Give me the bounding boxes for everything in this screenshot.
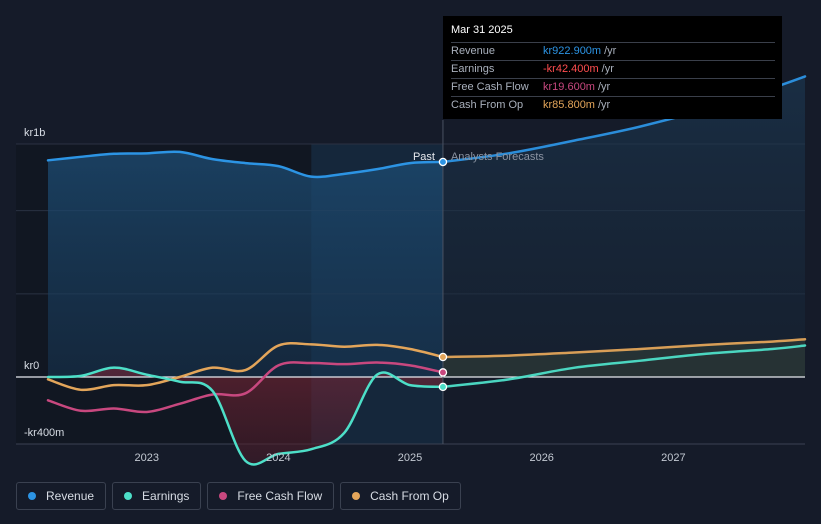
y-label-zero: kr0 <box>24 360 39 372</box>
earnings-area-history <box>48 367 443 465</box>
legend-item-cfo[interactable]: Cash From Op <box>340 482 461 510</box>
tooltip-value: -kr42.400m <box>543 63 599 75</box>
cfo-area-forecast <box>442 339 805 377</box>
tooltip: Mar 31 2025 Revenue kr922.900m /yr Earni… <box>443 16 782 119</box>
legend-label: Revenue <box>46 489 95 503</box>
legend-label: Earnings <box>142 489 190 503</box>
y-label-top: kr1b <box>24 127 45 139</box>
legend: Revenue Earnings Free Cash Flow Cash Fro… <box>16 482 461 510</box>
legend-label: Cash From Op <box>370 489 449 503</box>
legend-item-fcf[interactable]: Free Cash Flow <box>207 482 335 510</box>
earnings-dot-icon <box>124 492 133 500</box>
tooltip-unit: /yr <box>597 81 611 93</box>
tooltip-value: kr922.900m <box>543 45 602 57</box>
tooltip-date: Mar 31 2025 <box>451 24 513 36</box>
x-tick-label: 2025 <box>398 452 422 464</box>
cfo-line-forecast <box>441 338 807 359</box>
legend-item-earnings[interactable]: Earnings <box>112 482 202 510</box>
fcf-dot-icon <box>219 492 228 500</box>
tooltip-value: kr85.800m <box>543 99 595 111</box>
earnings-line-history <box>46 366 445 466</box>
past-label: Past <box>413 151 435 163</box>
tooltip-row-revenue: Revenue kr922.900m /yr <box>451 42 775 60</box>
x-tick-label: 2027 <box>661 452 685 464</box>
revenue-marker <box>438 157 448 167</box>
revenue-area-forecast <box>442 76 805 378</box>
tooltip-value: kr19.600m <box>543 81 595 93</box>
tooltip-label: Earnings <box>451 63 495 75</box>
tooltip-unit: /yr <box>601 63 614 75</box>
tooltip-label: Cash From Op <box>451 99 524 111</box>
forecast-label: Analysts Forecasts <box>451 151 544 163</box>
tooltip-unit: /yr <box>604 45 617 57</box>
tooltip-label: Free Cash Flow <box>451 81 529 93</box>
tooltip-row-cfo: Cash From Op kr85.800m /yr <box>451 96 775 114</box>
legend-item-revenue[interactable]: Revenue <box>16 482 107 510</box>
tooltip-label: Revenue <box>451 45 496 57</box>
tooltip-unit: /yr <box>597 99 611 111</box>
cfo-dot-icon <box>352 492 361 500</box>
x-tick-label: 2024 <box>266 452 290 464</box>
fcf-line-history <box>46 361 445 414</box>
tooltip-row-earnings: Earnings -kr42.400m /yr <box>451 60 775 78</box>
revenue-dot-icon <box>28 492 36 500</box>
earnings-line-forecast <box>441 344 807 389</box>
y-label-bottom: -kr400m <box>24 427 64 439</box>
cfo-marker <box>438 352 448 362</box>
x-tick-label: 2026 <box>529 452 553 464</box>
tooltip-row-fcf: Free Cash Flow kr19.600m /yr <box>451 78 775 96</box>
legend-label: Free Cash Flow <box>237 489 323 503</box>
x-tick-label: 2023 <box>134 452 158 464</box>
earnings-marker <box>438 382 448 392</box>
revenue-line-history <box>46 150 445 179</box>
revenue-area-history <box>48 151 443 377</box>
cfo-line-history <box>46 341 445 392</box>
fcf-marker <box>438 368 448 377</box>
